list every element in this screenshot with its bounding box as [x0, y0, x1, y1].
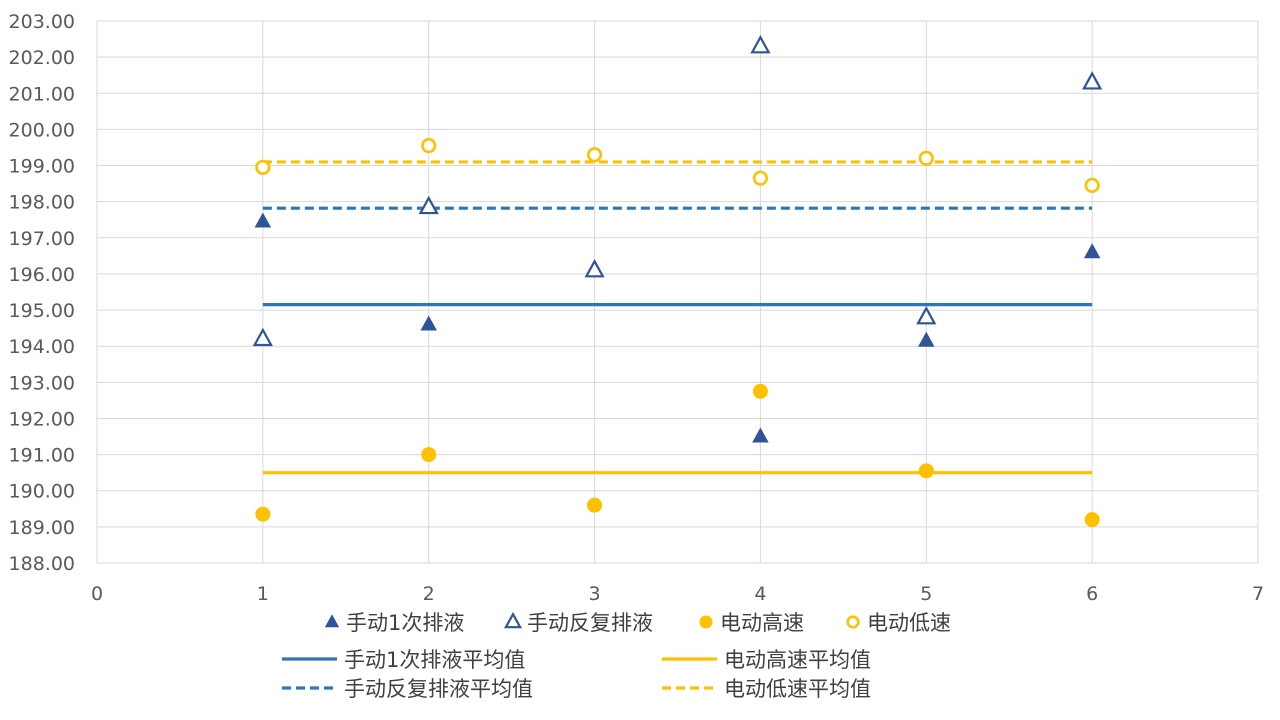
y-axis-ticks: 188.00 189.00 190.00 191.00 192.00 193.00 194.… [9, 11, 75, 575]
x-tick-label: 4 [754, 583, 766, 605]
legend-label: 电动低速平均值 [724, 677, 871, 701]
legend-label: 手动1次排液平均值 [344, 648, 525, 672]
data-point [1083, 243, 1101, 259]
data-point [1082, 71, 1103, 90]
y-tick-label: 202.00 [9, 47, 75, 69]
data-point [750, 35, 771, 54]
data-point [918, 150, 934, 166]
y-tick-label: 198.00 [9, 192, 75, 214]
y-tick-label: 194.00 [9, 336, 75, 358]
x-tick-label: 2 [423, 583, 435, 605]
data-point [918, 331, 935, 347]
y-tick-label: 191.00 [9, 445, 75, 467]
data-point [752, 383, 768, 399]
y-tick-label: 196.00 [9, 264, 75, 286]
legend-label: 电动低速 [867, 611, 951, 635]
data-point [418, 195, 439, 215]
legend-label: 电动高速平均值 [724, 648, 871, 672]
x-axis-ticks: 0 1 2 3 4 5 6 7 [91, 583, 1264, 605]
data-points [252, 35, 1103, 528]
data-point [918, 463, 934, 479]
y-tick-label: 197.00 [9, 228, 75, 250]
data-point [916, 306, 937, 325]
data-point [254, 212, 272, 228]
x-tick-label: 3 [589, 583, 601, 605]
x-tick-label: 1 [257, 583, 269, 605]
data-point [252, 327, 273, 347]
legend-marker [324, 614, 340, 628]
x-tick-label: 0 [91, 583, 103, 605]
data-point [752, 427, 769, 443]
legend-label: 手动反复排液 [527, 611, 653, 635]
data-point [255, 506, 271, 522]
legend-label: 手动反复排液平均值 [344, 677, 533, 701]
data-point [255, 159, 271, 175]
x-tick-label: 5 [920, 583, 932, 605]
data-point [421, 138, 437, 154]
x-tick-label: 7 [1252, 583, 1264, 605]
y-tick-label: 203.00 [9, 11, 75, 33]
y-tick-label: 189.00 [9, 517, 75, 539]
y-tick-label: 193.00 [9, 372, 75, 394]
y-tick-label: 201.00 [9, 83, 75, 105]
data-point [421, 447, 437, 463]
legend-marker [503, 611, 523, 629]
data-point [587, 497, 603, 513]
average-lines [262, 160, 1093, 475]
legend-label: 电动高速 [720, 611, 804, 635]
y-tick-label: 195.00 [9, 300, 75, 322]
grid [96, 20, 1259, 564]
data-point [586, 147, 603, 163]
y-tick-label: 188.00 [9, 553, 75, 575]
data-point [1084, 512, 1100, 528]
data-point [752, 170, 769, 186]
data-point [420, 315, 437, 331]
legend-marker [699, 615, 713, 629]
y-tick-label: 200.00 [9, 119, 75, 141]
y-tick-label: 190.00 [9, 481, 75, 503]
data-point [584, 259, 605, 278]
x-tick-label: 6 [1086, 583, 1098, 605]
y-tick-label: 192.00 [9, 408, 75, 430]
data-point [1084, 177, 1100, 194]
legend-marker [846, 615, 860, 629]
legend-label: 手动1次排液 [346, 611, 464, 635]
y-tick-label: 199.00 [9, 156, 75, 178]
